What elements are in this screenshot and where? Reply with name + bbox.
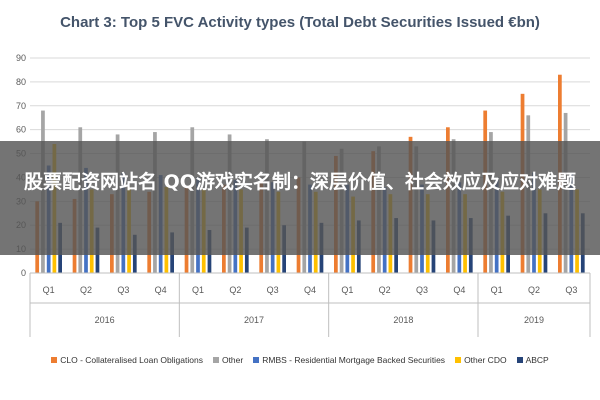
legend-swatch bbox=[253, 357, 260, 363]
chart-legend: CLO - Collateralised Loan Obligations Oth… bbox=[0, 352, 600, 368]
legend-item: CLO - Collateralised Loan Obligations bbox=[51, 355, 203, 365]
year-group-label: 2019 bbox=[524, 315, 544, 325]
chart-title: Chart 3: Top 5 FVC Activity types (Total… bbox=[60, 14, 540, 31]
legend-swatch bbox=[455, 357, 462, 363]
x-tick-label: Q4 bbox=[155, 285, 167, 295]
y-tick-label: 60 bbox=[16, 125, 26, 135]
legend-label: Other bbox=[221, 355, 244, 365]
y-tick-label: 70 bbox=[16, 101, 26, 111]
x-tick-label: Q2 bbox=[229, 285, 241, 295]
legend-label: RMBS - Residential Mortgage Backed Secur… bbox=[262, 355, 446, 365]
year-group-label: 2016 bbox=[95, 315, 115, 325]
legend-item: ABCP bbox=[516, 355, 549, 365]
y-tick-label: 0 bbox=[21, 268, 26, 278]
legend-swatch bbox=[51, 357, 58, 363]
x-tick-label: Q3 bbox=[565, 285, 577, 295]
legend-item: Other CDO bbox=[455, 355, 507, 365]
x-tick-label: Q2 bbox=[80, 285, 92, 295]
year-group-label: 2017 bbox=[244, 315, 264, 325]
legend-swatch bbox=[212, 357, 219, 363]
y-tick-label: 80 bbox=[16, 77, 26, 87]
legend-label: CLO - Collateralised Loan Obligations bbox=[60, 355, 203, 365]
x-tick-label: Q1 bbox=[43, 285, 55, 295]
legend-label: ABCP bbox=[525, 355, 549, 365]
legend-label: Other CDO bbox=[464, 355, 507, 365]
watermark-text: 股票配资网站名 QQ游戏实名制：深层价值、社会效应及应对难题 bbox=[24, 171, 576, 193]
x-tick-label: Q4 bbox=[453, 285, 465, 295]
legend-swatch bbox=[516, 357, 523, 363]
legend-item: RMBS - Residential Mortgage Backed Secur… bbox=[253, 355, 445, 365]
y-tick-label: 90 bbox=[16, 53, 26, 63]
watermark-banner: 股票配资网站名 QQ游戏实名制：深层价值、社会效应及应对难题 bbox=[0, 141, 600, 255]
x-tick-label: Q1 bbox=[341, 285, 353, 295]
x-tick-label: Q2 bbox=[528, 285, 540, 295]
x-tick-label: Q3 bbox=[117, 285, 129, 295]
x-tick-label: Q4 bbox=[304, 285, 316, 295]
x-tick-label: Q3 bbox=[267, 285, 279, 295]
x-tick-label: Q3 bbox=[416, 285, 428, 295]
x-tick-label: Q1 bbox=[192, 285, 204, 295]
year-group-label: 2018 bbox=[393, 315, 413, 325]
x-tick-label: Q2 bbox=[379, 285, 391, 295]
legend-item: Other bbox=[212, 355, 244, 365]
x-tick-label: Q1 bbox=[491, 285, 503, 295]
